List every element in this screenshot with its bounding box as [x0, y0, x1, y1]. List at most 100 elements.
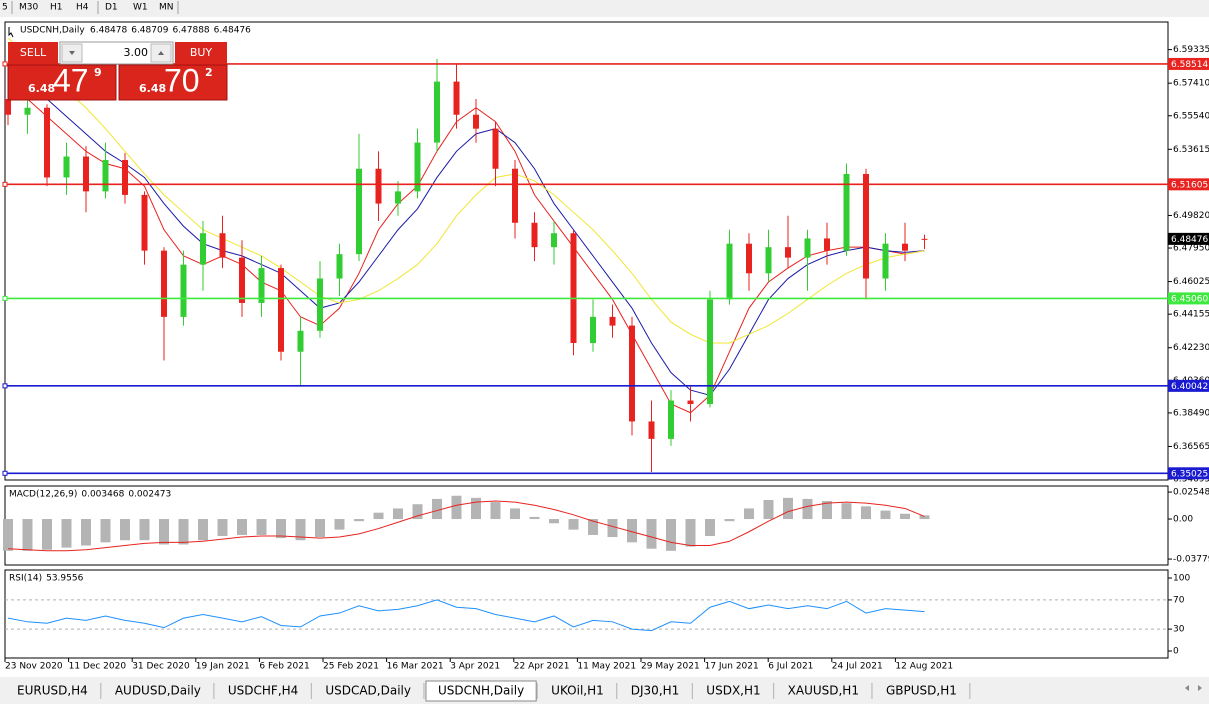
timeframe-button[interactable]: H4: [76, 3, 89, 13]
macd-bar: [315, 519, 325, 538]
candle-body: [24, 107, 31, 115]
indicator-value: 53.9556: [46, 574, 83, 584]
tab-scroll-left[interactable]: [1185, 685, 1189, 691]
macd-bar: [432, 498, 442, 520]
ohlc-value: 6.48478: [90, 26, 127, 36]
tab-label: XAUUSD,H1: [788, 684, 859, 698]
candle-body: [141, 194, 148, 251]
ohlc-value: 6.48709: [131, 26, 168, 36]
macd-bar: [646, 519, 657, 549]
tab-label: GBPUSD,H1: [886, 684, 957, 698]
volume-box[interactable]: [59, 41, 174, 65]
candle-body: [707, 299, 713, 405]
level-label: 6.35025: [1171, 469, 1208, 479]
timeframe-button[interactable]: MN: [159, 3, 174, 13]
y-tick-label: 6.38490: [1173, 408, 1209, 418]
macd-bar: [783, 497, 793, 520]
level-anchor: [2, 61, 8, 67]
macd-bar: [334, 519, 345, 530]
tab[interactable]: [5, 681, 100, 701]
sell-button[interactable]: [8, 42, 58, 64]
y-tick-label: 0.00: [1173, 515, 1193, 525]
candle-body: [512, 168, 518, 223]
candle-body: [882, 243, 889, 279]
candle-body: [63, 156, 70, 178]
y-tick-label: -0.037797: [1173, 555, 1209, 565]
macd-bar: [900, 513, 910, 520]
x-tick-label: 16 Mar 2021: [387, 662, 444, 672]
x-tick-label: 12 Aug 2021: [895, 662, 953, 672]
candle-body: [824, 238, 830, 251]
y-tick-label: 6.59335: [1173, 45, 1209, 55]
tab[interactable]: [539, 681, 616, 701]
x-tick-label: 6 Jul 2021: [768, 662, 813, 672]
y-tick-label: 6.55540: [1173, 111, 1209, 121]
main-panel-frame: [4, 21, 1169, 481]
buy-button[interactable]: [175, 42, 227, 64]
timeframe-button[interactable]: H1: [50, 3, 63, 13]
macd-bar: [198, 519, 208, 541]
macd-bar: [666, 519, 676, 551]
macd-bar: [354, 519, 364, 522]
chart-window: [0, 17, 1209, 677]
tab[interactable]: [102, 681, 213, 701]
indicator-title: MACD(12,26,9): [9, 490, 77, 500]
timeframe-button[interactable]: 5: [2, 3, 8, 13]
macd-bar: [3, 519, 13, 551]
rsi-panel-frame: [4, 569, 1169, 659]
tab[interactable]: [694, 681, 773, 701]
macd-bar: [529, 516, 540, 520]
macd-bar: [510, 508, 520, 520]
candle-body: [629, 325, 635, 422]
macd-bar: [841, 503, 852, 520]
tab[interactable]: [618, 681, 692, 701]
macd-bar: [627, 519, 637, 543]
candle-body: [122, 160, 128, 195]
macd-bar: [237, 519, 247, 535]
bid-box[interactable]: [7, 64, 117, 101]
macd-bar: [295, 519, 306, 541]
macd-bar: [42, 519, 52, 550]
ask-prefix: 6.48: [139, 82, 166, 95]
x-tick-label: 31 Dec 2020: [132, 662, 190, 672]
y-tick-label: 6.53615: [1173, 145, 1209, 155]
candle-body: [414, 142, 421, 192]
tab[interactable]: [425, 680, 537, 702]
tab-label: UKOil,H1: [551, 684, 604, 698]
macd-bar: [217, 519, 228, 536]
x-tick-label: 22 Apr 2021: [514, 662, 570, 672]
timeframe-button[interactable]: W1: [133, 3, 148, 13]
macd-bar: [412, 504, 423, 520]
level-label-bg: [1168, 57, 1209, 70]
macd-bar: [490, 502, 501, 520]
candle-body: [843, 173, 850, 251]
level-anchor: [2, 383, 8, 389]
tab[interactable]: [775, 681, 871, 701]
timeframe-button[interactable]: M30: [19, 3, 38, 13]
timeframe-button[interactable]: D1: [105, 3, 118, 13]
macd-bar: [471, 497, 481, 520]
tab[interactable]: [215, 681, 311, 701]
candle-body: [668, 400, 674, 439]
candle-body: [297, 330, 304, 352]
candle-body: [551, 233, 557, 248]
y-tick-label: 6.46025: [1173, 277, 1209, 287]
macd-bar: [139, 519, 150, 541]
tab[interactable]: [873, 681, 969, 701]
level-anchor: [2, 470, 8, 476]
macd-bar: [81, 519, 91, 546]
ask-box[interactable]: [118, 64, 228, 101]
level-label: 6.45060: [1171, 294, 1208, 304]
bid-prefix: 6.48: [28, 82, 55, 95]
spin-down-arrow: [69, 51, 75, 55]
chart-icon: [8, 27, 14, 38]
tab[interactable]: [313, 681, 423, 701]
ohlc-value: 6.48476: [214, 26, 251, 36]
candle-body: [921, 238, 928, 240]
macd-bar: [256, 519, 267, 535]
spin-up-arrow: [158, 51, 164, 55]
tab-scroll-right[interactable]: [1198, 685, 1202, 691]
level-anchor: [2, 181, 8, 187]
